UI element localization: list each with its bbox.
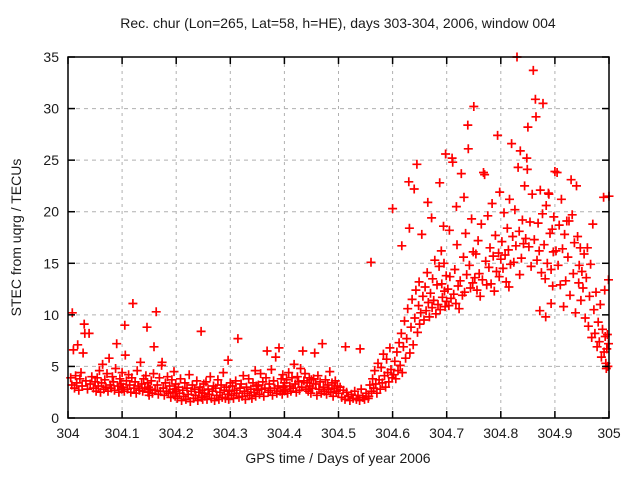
y-tick-label: 10 xyxy=(43,307,59,323)
y-tick-label: 25 xyxy=(43,152,59,168)
chart-title: Rec. chur (Lon=265, Lat=58, h=HE), days … xyxy=(120,15,556,31)
x-tick-label: 304.7 xyxy=(429,425,464,441)
x-axis-label: GPS time / Days of year 2006 xyxy=(245,450,430,466)
x-tick-label: 304.8 xyxy=(483,425,518,441)
y-tick-label: 5 xyxy=(51,358,59,374)
x-tick-label: 304.3 xyxy=(213,425,248,441)
grid-lines xyxy=(68,57,609,418)
y-axis-label: STEC from uqrg / TECUs xyxy=(8,159,24,317)
plot-border xyxy=(67,56,610,419)
x-tick-label: 304.2 xyxy=(159,425,194,441)
x-tick-label: 304.9 xyxy=(537,425,572,441)
tick-labels-layer: 304 304.1 304.2 304.3 304.4 304.5 304.6 304.7 30… xyxy=(43,49,620,441)
x-tick-label: 305 xyxy=(597,425,621,441)
data-point-markers xyxy=(66,52,614,406)
y-tick-label: 0 xyxy=(51,410,59,426)
x-tick-label: 304 xyxy=(56,425,80,441)
y-tick-label: 15 xyxy=(43,255,59,271)
y-tick-label: 30 xyxy=(43,101,59,117)
data-points-layer xyxy=(66,52,614,406)
axes-layer xyxy=(67,56,610,419)
y-tick-label: 35 xyxy=(43,49,59,65)
x-tick-label: 304.5 xyxy=(321,425,356,441)
x-tick-label: 304.6 xyxy=(375,425,410,441)
y-tick-label: 20 xyxy=(43,204,59,220)
x-tick-label: 304.4 xyxy=(267,425,302,441)
x-tick-label: 304.1 xyxy=(105,425,140,441)
